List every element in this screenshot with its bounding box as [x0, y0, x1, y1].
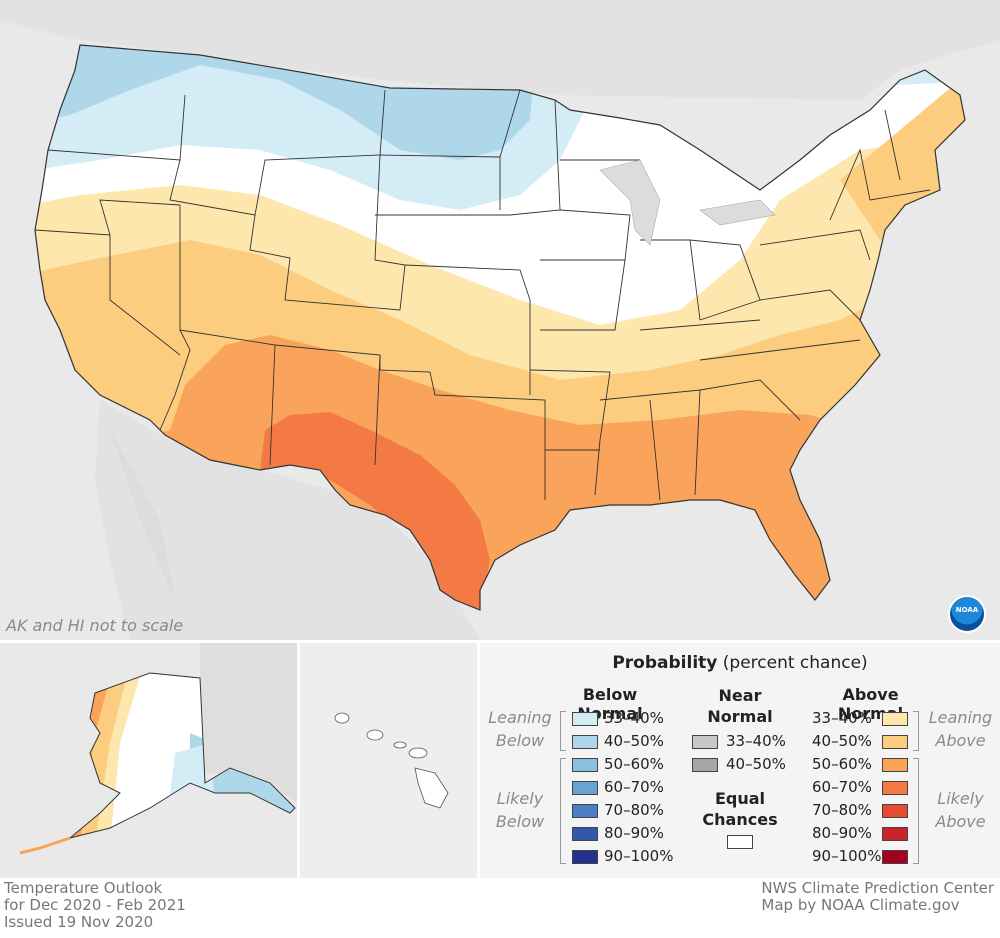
state-boundaries — [34, 44, 966, 611]
above-normal-item-swatch — [882, 758, 908, 772]
above-normal-item-swatch — [882, 781, 908, 795]
leaning-below-line2: Below — [495, 731, 545, 750]
below-normal-item-label: 80–90% — [604, 824, 664, 842]
hawaii-islands — [334, 712, 449, 809]
above-normal-item-label: 33–40% — [812, 709, 872, 727]
contiguous-us-map: AK and HI not to scale NOAA — [0, 0, 1000, 640]
footer-issued: Issued 19 Nov 2020 — [4, 913, 154, 931]
above-normal-item-label: 60–70% — [812, 778, 872, 796]
likely-below-line1: Likely — [496, 789, 544, 808]
us-map-svg — [0, 0, 1000, 640]
legend-title: Probability (percent chance) — [480, 653, 1000, 673]
leaning-below-line1: Leaning — [488, 708, 552, 727]
below-normal-item-label: 60–70% — [604, 778, 664, 796]
leaning-above-bracket — [913, 711, 919, 751]
lake-erie — [699, 199, 776, 226]
above-normal-item-label: 40–50% — [812, 732, 872, 750]
legend-title-rest: (percent chance) — [722, 653, 868, 673]
canada-land — [0, 0, 1000, 100]
alaska-inset — [0, 643, 297, 878]
legend-panel: Probability (percent chance) Below Norma… — [480, 643, 1000, 878]
great-lakes — [599, 159, 661, 246]
canada-yukon — [200, 643, 297, 803]
below-normal-item-swatch — [572, 781, 598, 795]
equal-chances-swatch — [727, 835, 753, 849]
above-normal-item-label: 70–80% — [812, 801, 872, 819]
alaska-outline — [69, 672, 296, 839]
below-normal-item-swatch — [572, 850, 598, 864]
above-normal-item-swatch — [882, 850, 908, 864]
footer-outlook-info: Temperature Outlook for Dec 2020 - Feb 2… — [4, 880, 186, 931]
near-normal-line1: Near — [718, 686, 762, 705]
leaning-above-line1: Leaning — [928, 708, 993, 727]
below-normal-item-label: 50–60% — [604, 755, 664, 773]
likely-below-line2: Below — [495, 812, 545, 831]
above-normal-item-swatch — [882, 735, 908, 749]
below-40-50-band — [35, 45, 540, 160]
below-normal-item-label: 40–50% — [604, 732, 664, 750]
noaa-logo: NOAA — [948, 595, 986, 633]
above-normal-item-swatch — [882, 804, 908, 818]
footer-map-credit: Map by NOAA Climate.gov — [761, 896, 960, 914]
hawaii-svg — [334, 712, 449, 809]
likely-below-label: Likely Below — [480, 787, 560, 833]
legend-title-bold: Probability — [612, 653, 718, 673]
below-normal-item-swatch — [572, 827, 598, 841]
mexico-land — [95, 400, 480, 640]
leaning-above-label: Leaning Above — [923, 706, 998, 752]
below-normal-item-label: 70–80% — [604, 801, 664, 819]
alaska-svg — [19, 643, 297, 855]
below-normal-item-swatch — [572, 804, 598, 818]
near-normal-item-label: 40–50% — [726, 755, 786, 773]
footer-title: Temperature Outlook — [4, 879, 163, 897]
below-normal-item-swatch — [572, 712, 598, 726]
footer-source: NWS Climate Prediction Center — [761, 879, 994, 897]
above-normal-item-label: 80–90% — [812, 824, 872, 842]
above-normal-item-label: 90–100% — [812, 847, 882, 865]
hawaii-inset — [300, 643, 477, 878]
noaa-logo-text: NOAA — [955, 606, 979, 614]
baja-peninsula — [110, 430, 175, 600]
near-normal-item-swatch — [692, 758, 718, 772]
equal-chances-line2: Chances — [702, 810, 778, 829]
near-normal-line2: Normal — [707, 707, 773, 726]
below-normal-item-swatch — [572, 735, 598, 749]
above-normal-item-swatch — [882, 712, 908, 726]
leaning-below-label: Leaning Below — [480, 706, 560, 752]
leaning-above-line2: Above — [935, 731, 986, 750]
near-normal-item-label: 33–40% — [726, 732, 786, 750]
near-normal-item-swatch — [692, 735, 718, 749]
equal-chances-heading: Equal Chances — [690, 788, 790, 830]
near-normal-heading: Near Normal — [690, 685, 790, 727]
likely-above-line1: Likely — [937, 789, 984, 808]
below-normal-item-label: 33–40% — [604, 709, 664, 727]
likely-below-bracket — [560, 758, 566, 864]
likely-above-bracket — [913, 758, 919, 864]
above-normal-item-label: 50–60% — [812, 755, 872, 773]
footer-credits: NWS Climate Prediction Center Map by NOA… — [761, 880, 994, 914]
scale-note: AK and HI not to scale — [6, 616, 184, 635]
footer-period: for Dec 2020 - Feb 2021 — [4, 896, 186, 914]
below-normal-item-label: 90–100% — [604, 847, 674, 865]
below-normal-item-swatch — [572, 758, 598, 772]
equal-chances-line1: Equal — [714, 789, 766, 808]
likely-above-label: Likely Above — [923, 787, 998, 833]
aleutian-islands — [19, 836, 71, 855]
above-60-70-band — [260, 412, 490, 610]
likely-above-line2: Above — [935, 812, 986, 831]
above-normal-item-swatch — [882, 827, 908, 841]
leaning-below-bracket — [560, 711, 566, 751]
